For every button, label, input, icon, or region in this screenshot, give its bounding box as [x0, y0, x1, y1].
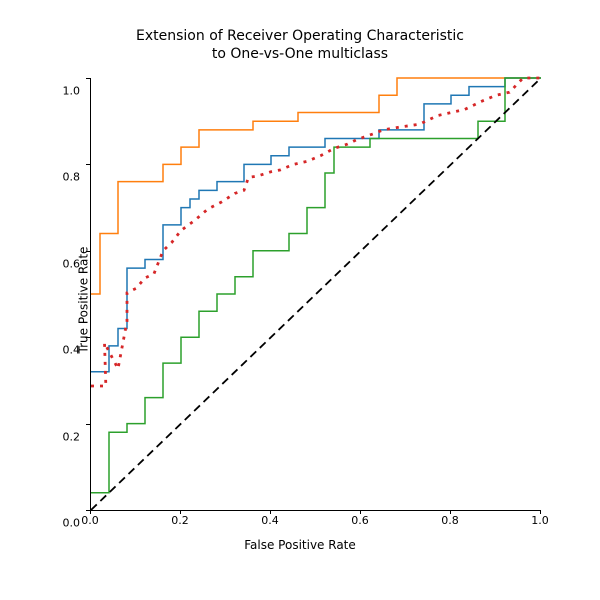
y-tick-mark — [86, 251, 90, 252]
y-tick-label: 0.4 — [63, 344, 81, 357]
title-line-2: to One-vs-One multiclass — [212, 46, 388, 62]
y-tick-label: 1.0 — [63, 85, 81, 98]
x-tick-label: 0.8 — [441, 514, 459, 527]
series-orange — [91, 78, 541, 294]
x-tick-mark — [360, 510, 361, 514]
y-tick-mark — [86, 510, 90, 511]
y-tick-label: 0.2 — [63, 430, 81, 443]
x-axis-label: False Positive Rate — [0, 538, 600, 552]
series-diagonal — [91, 78, 541, 510]
y-tick-mark — [86, 164, 90, 165]
y-tick-mark — [86, 424, 90, 425]
x-tick-mark — [450, 510, 451, 514]
series-blue — [91, 78, 541, 372]
x-tick-label: 0.4 — [261, 514, 279, 527]
series-red-dotted — [91, 78, 541, 386]
y-tick-mark — [86, 337, 90, 338]
x-tick-label: 0.0 — [81, 514, 99, 527]
x-tick-mark — [270, 510, 271, 514]
plot-svg — [91, 78, 541, 510]
figure: Extension of Receiver Operating Characte… — [0, 0, 600, 600]
title-line-1: Extension of Receiver Operating Characte… — [136, 28, 464, 44]
x-tick-label: 1.0 — [531, 514, 549, 527]
chart-title: Extension of Receiver Operating Characte… — [0, 28, 600, 63]
plot-axes — [90, 78, 541, 511]
x-tick-mark — [540, 510, 541, 514]
y-tick-mark — [86, 78, 90, 79]
series-green — [91, 78, 541, 493]
x-tick-mark — [90, 510, 91, 514]
x-tick-label: 0.6 — [351, 514, 369, 527]
x-tick-label: 0.2 — [171, 514, 189, 527]
y-tick-label: 0.6 — [63, 257, 81, 270]
y-tick-label: 0.8 — [63, 171, 81, 184]
y-tick-label: 0.0 — [63, 517, 81, 530]
x-tick-mark — [180, 510, 181, 514]
